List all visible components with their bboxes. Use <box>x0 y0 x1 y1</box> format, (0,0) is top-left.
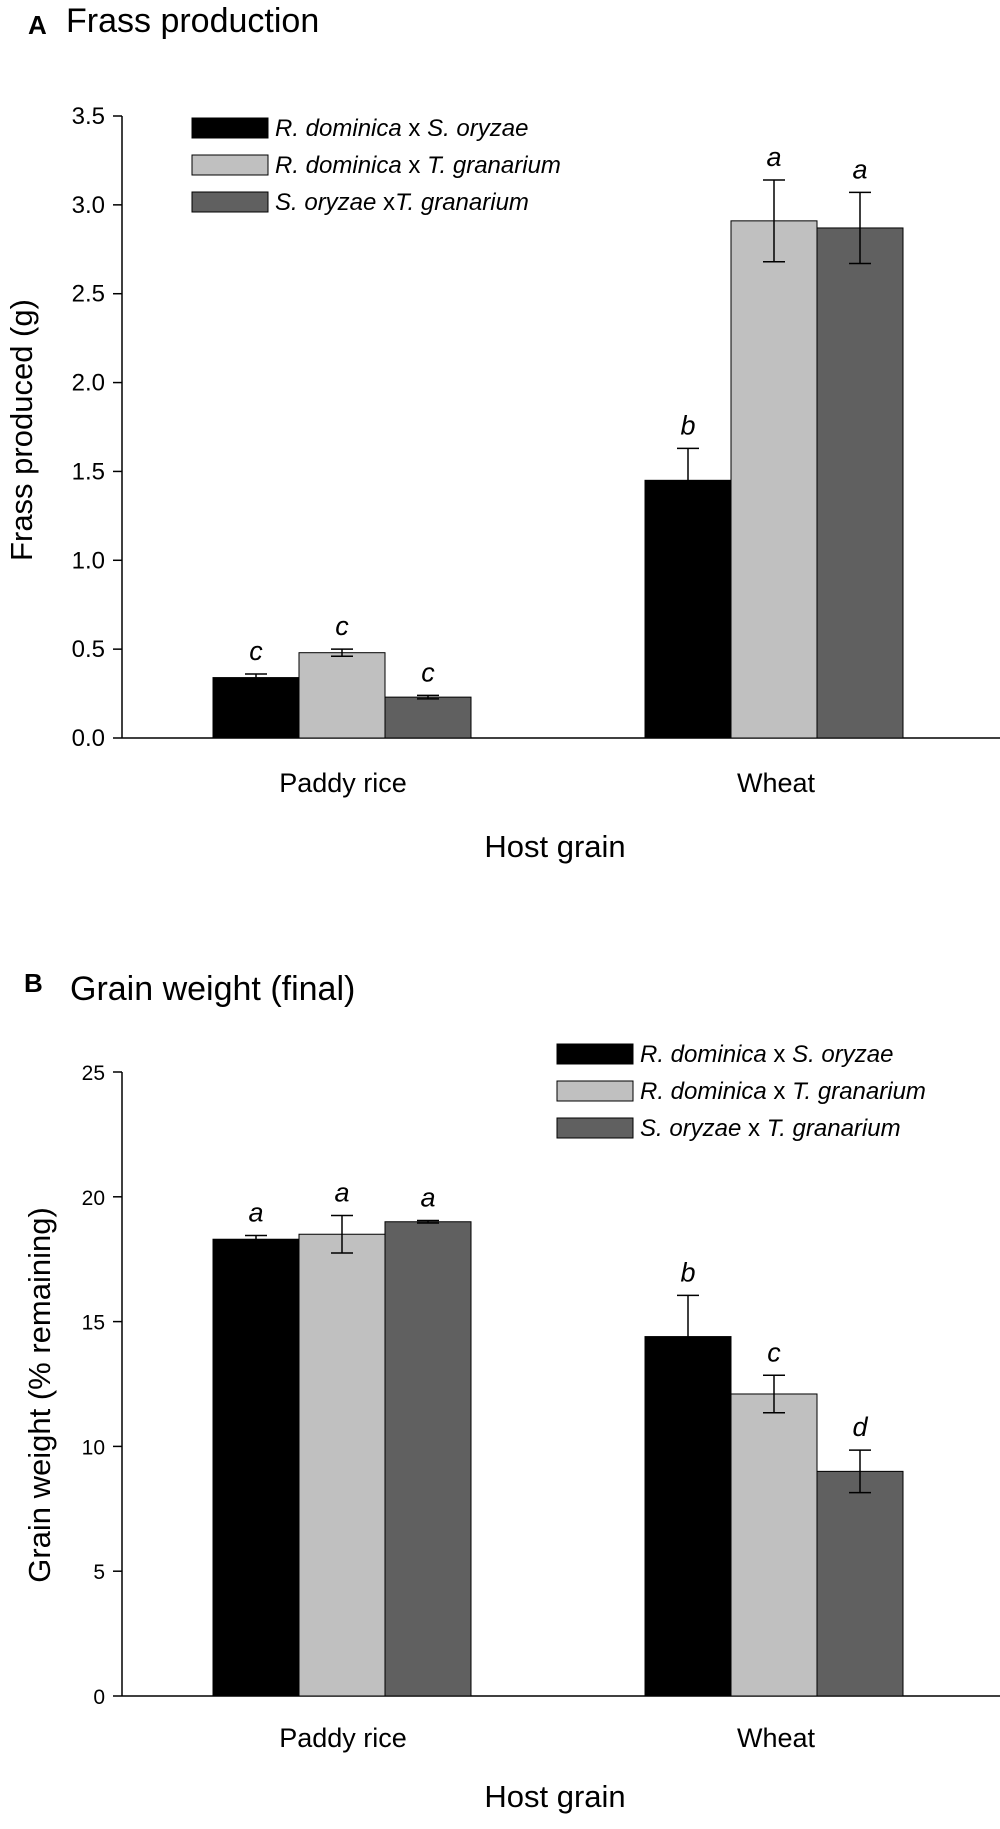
panel-a-y-tick-label: 0.5 <box>72 636 105 663</box>
panel-b-error-bar <box>763 1374 785 1414</box>
panel-b-significance-letter: d <box>852 1412 868 1442</box>
panel-a-significance-letter: a <box>766 142 781 172</box>
panel-a-error-bar <box>417 694 439 700</box>
panel-a-y-tick-label: 1.5 <box>72 458 105 485</box>
panel-b-legend-label: S. oryzae x T. granarium <box>640 1115 901 1142</box>
panel-a-bar <box>298 652 386 739</box>
panel-a-error-bar <box>849 191 871 265</box>
panel-a-error-bar <box>245 673 267 682</box>
panel-b-legend-label: R. dominica x T. granarium <box>640 1078 926 1105</box>
panel-a-category-wheat: Wheat <box>737 768 816 798</box>
panel-b-title: Grain weight (final) <box>70 970 355 1008</box>
panel-a-y-tick-label: 2.5 <box>72 281 105 308</box>
panel-b-error-bar <box>245 1234 267 1244</box>
panel-b-bar <box>644 1336 732 1697</box>
panel-a-legend-swatch <box>191 154 269 176</box>
panel-b-category-wheat: Wheat <box>737 1723 816 1753</box>
panel-a-significance-letter: c <box>335 611 349 641</box>
panel-a-error-bar <box>677 447 699 514</box>
panel-a-y-tick-label: 0.0 <box>72 725 105 752</box>
panel-b-significance-letter: b <box>680 1257 695 1287</box>
panel-a-y-tick-label: 3.5 <box>72 103 105 130</box>
panel-b-error-bar <box>849 1449 871 1494</box>
panel-a-error-bar <box>763 179 785 263</box>
panel-b-error-bar <box>417 1219 439 1224</box>
panel-b-bar <box>730 1393 818 1697</box>
panel-b-significance-letter: a <box>420 1183 435 1213</box>
panel-b-y-tick-label: 20 <box>82 1187 105 1210</box>
panel-b-y-tick-label: 15 <box>82 1312 105 1335</box>
panel-b-significance-letter: a <box>248 1197 263 1227</box>
panel-a-category-paddy-rice: Paddy rice <box>279 768 407 798</box>
panel-a-significance-letter: c <box>249 636 263 666</box>
panel-b-y-tick-label: 10 <box>82 1436 105 1459</box>
panel-b-legend-swatch <box>556 1043 634 1065</box>
panel-a-legend-swatch <box>191 191 269 213</box>
panel-a-y-tick-label: 3.0 <box>72 192 105 219</box>
panel-b-letter: B <box>24 968 43 998</box>
panel-a-bar <box>816 227 904 739</box>
panel-b-y-axis-label: Grain weight (% remaining) <box>22 1207 57 1583</box>
panel-a-legend-label: R. dominica x T. granarium <box>275 152 561 179</box>
panel-a-significance-letter: c <box>421 657 435 687</box>
panel-b-y-tick-label: 5 <box>93 1561 105 1584</box>
panel-a-bar <box>212 677 300 739</box>
panel-a-significance-letter: b <box>680 410 695 440</box>
panel-b-error-bar <box>331 1214 353 1254</box>
panel-b-bar <box>816 1470 904 1697</box>
panel-a-y-tick-label: 1.0 <box>72 547 105 574</box>
panel-b-bar <box>298 1233 386 1697</box>
panel-a-legend-label: R. dominica x S. oryzae <box>275 115 528 142</box>
panel-b-bar <box>384 1221 472 1697</box>
panel-b-legend-swatch <box>556 1080 634 1102</box>
panel-a-bar <box>730 220 818 739</box>
panel-b-category-paddy-rice: Paddy rice <box>279 1723 407 1753</box>
panel-b-legend-label: R. dominica x S. oryzae <box>640 1041 893 1068</box>
panel-a-y-tick-label: 2.0 <box>72 370 105 397</box>
panel-b-bar <box>212 1238 300 1697</box>
panel-a-title: Frass production <box>66 2 319 40</box>
panel-b-error-bar <box>677 1294 699 1379</box>
panel-a-error-bar <box>331 648 353 658</box>
panel-b-y-tick-label: 0 <box>93 1686 105 1709</box>
panel-b-legend-swatch <box>556 1117 634 1139</box>
panel-a-y-axis-label: Frass produced (g) <box>4 299 39 561</box>
panel-a-bar <box>384 696 472 739</box>
panel-a-legend-label: S. oryzae xT. granarium <box>275 189 529 216</box>
panel-b-x-axis-label: Host grain <box>484 1779 625 1814</box>
panel-b-significance-letter: a <box>334 1178 349 1208</box>
panel-a-significance-letter: a <box>852 154 867 184</box>
panel-a-letter: A <box>28 10 47 40</box>
panel-a-x-axis-label: Host grain <box>484 829 625 864</box>
panel-b-y-tick-label: 25 <box>82 1062 105 1085</box>
panel-b-significance-letter: c <box>767 1337 781 1367</box>
panel-a-bar <box>644 479 732 739</box>
panel-a-legend-swatch <box>191 117 269 139</box>
